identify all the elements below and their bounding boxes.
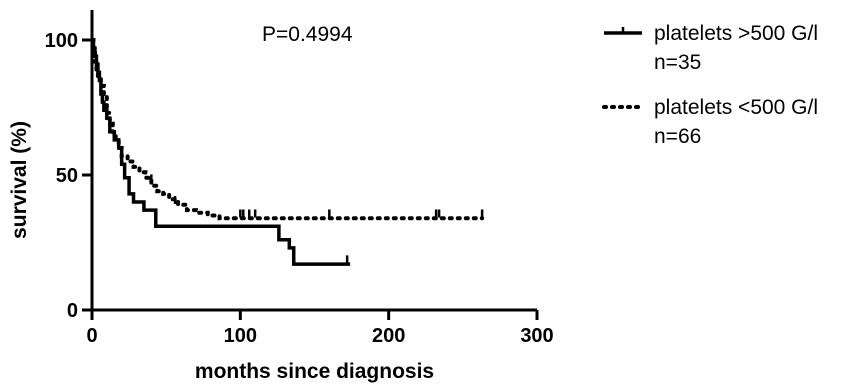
- x-tick-label: 200: [372, 325, 405, 347]
- y-tick-label: 0: [67, 300, 78, 322]
- x-axis-title: months since diagnosis: [195, 360, 434, 383]
- y-axis-ticks: 0 50 100: [45, 30, 92, 322]
- y-axis-title: survival (%): [8, 121, 31, 239]
- plot-area: 0 50 100 0 100 200 300: [45, 10, 554, 347]
- survival-curves: [90, 38, 485, 266]
- legend-label: platelets >500 G/l: [654, 22, 818, 45]
- p-value-annotation: P=0.4994: [262, 23, 353, 46]
- legend-count: n=35: [654, 51, 701, 74]
- y-tick-label: 50: [56, 165, 78, 187]
- survival-curve-solid: [91, 38, 351, 266]
- x-tick-label: 0: [86, 325, 97, 347]
- x-tick-label: 100: [224, 325, 257, 347]
- y-tick-label: 100: [45, 30, 78, 52]
- legend: platelets >500 G/l n=35 platelets <500 G/l…: [602, 22, 818, 148]
- legend-count: n=66: [654, 125, 701, 148]
- survival-curve-dotted: [90, 38, 485, 221]
- x-axis-ticks: 0 100 200 300: [86, 310, 554, 347]
- legend-label: platelets <500 G/l: [654, 96, 818, 119]
- x-tick-label: 300: [520, 325, 553, 347]
